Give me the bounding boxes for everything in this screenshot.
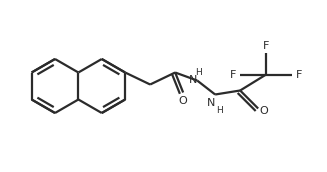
Text: H: H: [195, 68, 201, 77]
Text: O: O: [179, 95, 187, 105]
Text: O: O: [260, 106, 268, 116]
Text: N: N: [189, 74, 197, 84]
Text: F: F: [263, 40, 269, 51]
Text: F: F: [296, 69, 302, 79]
Text: F: F: [230, 69, 236, 79]
Text: N: N: [207, 99, 215, 109]
Text: H: H: [216, 106, 222, 115]
